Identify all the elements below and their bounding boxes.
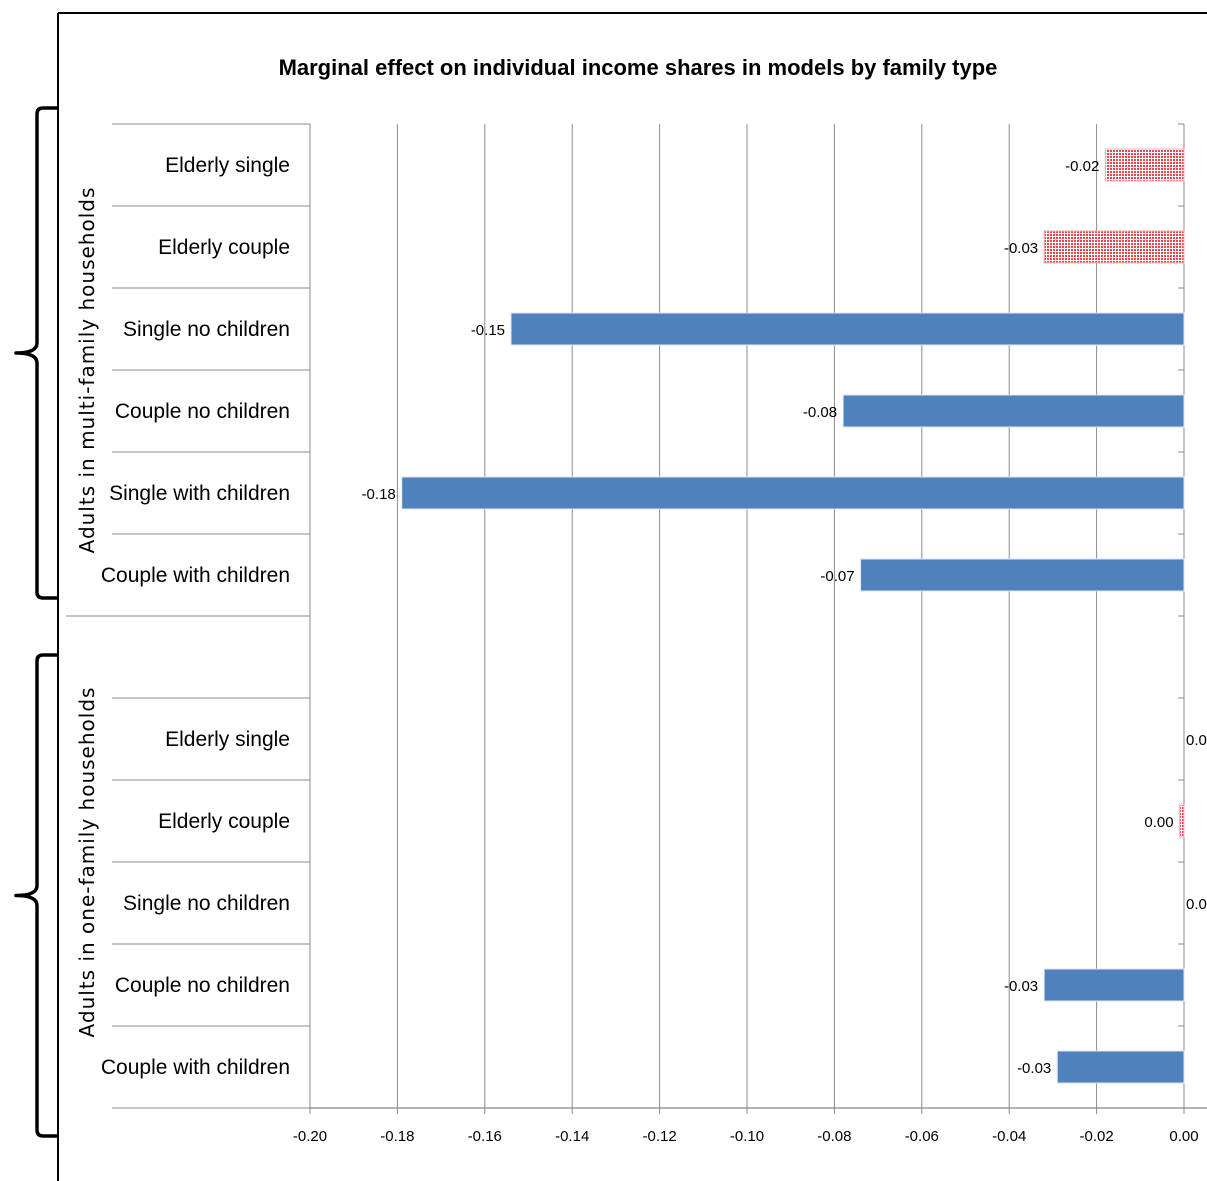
category-label: Couple no children [115, 974, 290, 997]
group-label: Adults in multi-family households [75, 187, 99, 554]
x-tick-label: -0.02 [1079, 1128, 1113, 1145]
category-labels: Elderly single Elderly couple Single no ch… [101, 154, 290, 1079]
bar [1043, 230, 1185, 264]
bar [1104, 148, 1185, 182]
category-label: Elderly single [165, 154, 290, 177]
category-label: Elderly couple [158, 810, 290, 833]
data-label: -0.03 [1017, 1060, 1051, 1077]
bar [510, 312, 1185, 346]
x-tick-label: 0.00 [1169, 1128, 1198, 1145]
x-tick-label: -0.04 [992, 1128, 1026, 1145]
data-label: 0.00 [1186, 732, 1207, 749]
x-tick-label: -0.12 [642, 1128, 676, 1145]
bar [1179, 804, 1185, 838]
bar [860, 558, 1185, 592]
category-label: Single no children [123, 892, 290, 915]
category-label: Couple with children [101, 1056, 290, 1079]
axes [309, 123, 1207, 1114]
x-tick-label: -0.08 [817, 1128, 851, 1145]
x-tick-label: -0.18 [380, 1128, 414, 1145]
bars [401, 148, 1185, 1084]
data-label: -0.18 [362, 486, 396, 503]
x-tick-label: -0.14 [555, 1128, 589, 1145]
x-tick-labels: -0.20 -0.18 -0.16 -0.14 -0.12 -0.10 -0.08 -0.06… [293, 1128, 1199, 1145]
data-label: -0.07 [820, 568, 854, 585]
category-label: Couple with children [101, 564, 290, 587]
data-label: -0.03 [1004, 240, 1038, 257]
category-label: Elderly single [165, 728, 290, 751]
chart-title: Marginal effect on individual income sha… [279, 55, 998, 80]
category-label: Couple no children [115, 400, 290, 423]
category-separators [66, 123, 310, 1109]
grid [309, 124, 1185, 1108]
group-brace [14, 106, 57, 600]
bar [1056, 1050, 1185, 1084]
group-label: Adults in one-family households [75, 687, 99, 1038]
bar [842, 394, 1185, 428]
bar [401, 476, 1185, 510]
data-label: -0.08 [803, 404, 837, 421]
category-label: Single with children [109, 482, 290, 505]
x-tick-label: -0.10 [730, 1128, 764, 1145]
category-label: Single no children [123, 318, 290, 341]
x-tick-label: -0.20 [293, 1128, 327, 1145]
category-label: Elderly couple [158, 236, 290, 259]
x-tick-label: -0.06 [905, 1128, 939, 1145]
data-label: 0.00 [1186, 896, 1207, 913]
group-labels: Adults in multi-family households Adults … [14, 106, 99, 1138]
group-brace [14, 653, 57, 1138]
x-tick-label: -0.16 [468, 1128, 502, 1145]
data-label: -0.03 [1004, 978, 1038, 995]
data-label: -0.02 [1065, 158, 1099, 175]
data-label: -0.15 [471, 322, 505, 339]
data-label: 0.00 [1144, 814, 1173, 831]
bar [1043, 968, 1185, 1002]
data-labels: -0.02 -0.03 -0.15 -0.08 -0.18 -0.07 0.00 0.00 0.… [362, 158, 1207, 1077]
